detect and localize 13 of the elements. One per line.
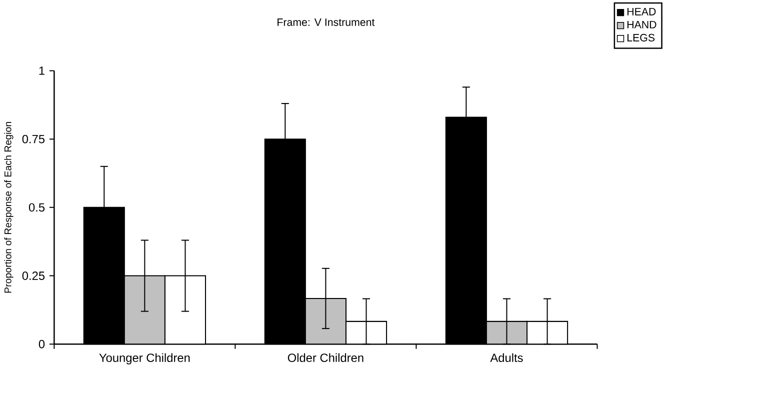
x-tick-label: Adults (490, 353, 523, 362)
legend-label: HAND (627, 20, 656, 28)
y-tick-label: 1 (39, 66, 44, 75)
y-tick-label: 0.75 (22, 134, 45, 144)
y-tick-label: 0.5 (28, 203, 45, 212)
y-axis-title: Proportion of Response of Each Region (4, 122, 14, 293)
legend-label: HEAD (627, 8, 656, 16)
legend-label: LEGS (627, 34, 655, 42)
chart-title: Frame: V Instrument (278, 18, 375, 26)
x-tick-label: Older Children (288, 353, 364, 362)
y-tick-label: 0.25 (22, 271, 45, 280)
x-tick-label: Younger Children (99, 353, 190, 364)
y-tick-label: 0 (38, 340, 45, 348)
